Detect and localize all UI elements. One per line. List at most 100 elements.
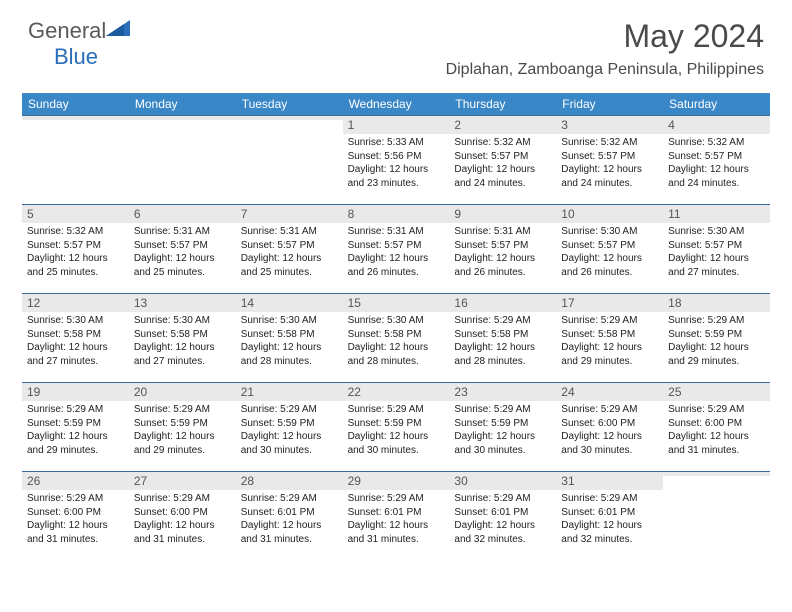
- day-cell: 9Sunrise: 5:31 AMSunset: 5:57 PMDaylight…: [449, 205, 556, 293]
- sunrise-text: Sunrise: 5:31 AM: [348, 225, 445, 239]
- daylight-text: Daylight: 12 hours and 29 minutes.: [27, 430, 124, 457]
- daylight-text: Daylight: 12 hours and 28 minutes.: [241, 341, 338, 368]
- day-cell: 8Sunrise: 5:31 AMSunset: 5:57 PMDaylight…: [343, 205, 450, 293]
- sunrise-text: Sunrise: 5:29 AM: [454, 492, 551, 506]
- sunrise-text: Sunrise: 5:32 AM: [668, 136, 765, 150]
- sunset-text: Sunset: 5:58 PM: [27, 328, 124, 342]
- daylight-text: Daylight: 12 hours and 31 minutes.: [27, 519, 124, 546]
- sunrise-text: Sunrise: 5:29 AM: [134, 492, 231, 506]
- day-number: 14: [236, 294, 343, 312]
- day-details: Sunrise: 5:29 AMSunset: 5:58 PMDaylight:…: [449, 312, 556, 372]
- sunset-text: Sunset: 5:59 PM: [348, 417, 445, 431]
- day-details: Sunrise: 5:31 AMSunset: 5:57 PMDaylight:…: [449, 223, 556, 283]
- sunset-text: Sunset: 6:00 PM: [27, 506, 124, 520]
- day-number: 7: [236, 205, 343, 223]
- dayname-sunday: Sunday: [22, 93, 129, 115]
- sunrise-text: Sunrise: 5:29 AM: [27, 492, 124, 506]
- day-cell: [663, 472, 770, 560]
- day-cell: 15Sunrise: 5:30 AMSunset: 5:58 PMDayligh…: [343, 294, 450, 382]
- sunrise-text: Sunrise: 5:32 AM: [561, 136, 658, 150]
- sunrise-text: Sunrise: 5:31 AM: [454, 225, 551, 239]
- day-cell: 7Sunrise: 5:31 AMSunset: 5:57 PMDaylight…: [236, 205, 343, 293]
- day-number: 8: [343, 205, 450, 223]
- day-details: Sunrise: 5:30 AMSunset: 5:58 PMDaylight:…: [236, 312, 343, 372]
- day-cell: 3Sunrise: 5:32 AMSunset: 5:57 PMDaylight…: [556, 116, 663, 204]
- sunset-text: Sunset: 5:59 PM: [134, 417, 231, 431]
- day-number: [663, 472, 770, 476]
- sunset-text: Sunset: 5:57 PM: [348, 239, 445, 253]
- week-row: 1Sunrise: 5:33 AMSunset: 5:56 PMDaylight…: [22, 115, 770, 204]
- daylight-text: Daylight: 12 hours and 29 minutes.: [134, 430, 231, 457]
- day-details: Sunrise: 5:32 AMSunset: 5:57 PMDaylight:…: [556, 134, 663, 194]
- sunset-text: Sunset: 6:01 PM: [348, 506, 445, 520]
- day-cell: 28Sunrise: 5:29 AMSunset: 6:01 PMDayligh…: [236, 472, 343, 560]
- sunrise-text: Sunrise: 5:29 AM: [668, 403, 765, 417]
- day-cell: 18Sunrise: 5:29 AMSunset: 5:59 PMDayligh…: [663, 294, 770, 382]
- day-details: Sunrise: 5:31 AMSunset: 5:57 PMDaylight:…: [129, 223, 236, 283]
- day-number: 3: [556, 116, 663, 134]
- day-cell: 6Sunrise: 5:31 AMSunset: 5:57 PMDaylight…: [129, 205, 236, 293]
- dayname-row: SundayMondayTuesdayWednesdayThursdayFrid…: [22, 93, 770, 115]
- sunset-text: Sunset: 5:56 PM: [348, 150, 445, 164]
- day-number: 30: [449, 472, 556, 490]
- day-number: 19: [22, 383, 129, 401]
- sunset-text: Sunset: 6:01 PM: [561, 506, 658, 520]
- day-number: 16: [449, 294, 556, 312]
- day-details: Sunrise: 5:29 AMSunset: 6:01 PMDaylight:…: [236, 490, 343, 550]
- day-number: [22, 116, 129, 120]
- daylight-text: Daylight: 12 hours and 30 minutes.: [348, 430, 445, 457]
- day-number: 27: [129, 472, 236, 490]
- sunrise-text: Sunrise: 5:29 AM: [348, 403, 445, 417]
- sunset-text: Sunset: 6:01 PM: [241, 506, 338, 520]
- daylight-text: Daylight: 12 hours and 30 minutes.: [561, 430, 658, 457]
- week-row: 5Sunrise: 5:32 AMSunset: 5:57 PMDaylight…: [22, 204, 770, 293]
- sunrise-text: Sunrise: 5:30 AM: [561, 225, 658, 239]
- day-details: Sunrise: 5:32 AMSunset: 5:57 PMDaylight:…: [22, 223, 129, 283]
- daylight-text: Daylight: 12 hours and 31 minutes.: [134, 519, 231, 546]
- daylight-text: Daylight: 12 hours and 25 minutes.: [134, 252, 231, 279]
- sunset-text: Sunset: 5:57 PM: [561, 150, 658, 164]
- logo-triangle-icon: [106, 20, 130, 36]
- logo-text-general: General: [28, 18, 106, 43]
- calendar: SundayMondayTuesdayWednesdayThursdayFrid…: [22, 93, 770, 560]
- day-cell: 19Sunrise: 5:29 AMSunset: 5:59 PMDayligh…: [22, 383, 129, 471]
- day-number: 11: [663, 205, 770, 223]
- day-number: 28: [236, 472, 343, 490]
- day-number: 25: [663, 383, 770, 401]
- week-row: 19Sunrise: 5:29 AMSunset: 5:59 PMDayligh…: [22, 382, 770, 471]
- day-number: 6: [129, 205, 236, 223]
- day-details: Sunrise: 5:30 AMSunset: 5:58 PMDaylight:…: [22, 312, 129, 372]
- sunset-text: Sunset: 5:57 PM: [241, 239, 338, 253]
- day-cell: 12Sunrise: 5:30 AMSunset: 5:58 PMDayligh…: [22, 294, 129, 382]
- week-row: 12Sunrise: 5:30 AMSunset: 5:58 PMDayligh…: [22, 293, 770, 382]
- sunrise-text: Sunrise: 5:30 AM: [27, 314, 124, 328]
- sunrise-text: Sunrise: 5:30 AM: [348, 314, 445, 328]
- daylight-text: Daylight: 12 hours and 23 minutes.: [348, 163, 445, 190]
- day-cell: 27Sunrise: 5:29 AMSunset: 6:00 PMDayligh…: [129, 472, 236, 560]
- day-number: 31: [556, 472, 663, 490]
- sunset-text: Sunset: 5:57 PM: [454, 239, 551, 253]
- sunrise-text: Sunrise: 5:29 AM: [241, 492, 338, 506]
- dayname-wednesday: Wednesday: [343, 93, 450, 115]
- day-number: 22: [343, 383, 450, 401]
- sunrise-text: Sunrise: 5:29 AM: [668, 314, 765, 328]
- daylight-text: Daylight: 12 hours and 32 minutes.: [454, 519, 551, 546]
- day-cell: 1Sunrise: 5:33 AMSunset: 5:56 PMDaylight…: [343, 116, 450, 204]
- day-number: 9: [449, 205, 556, 223]
- day-details: Sunrise: 5:30 AMSunset: 5:58 PMDaylight:…: [343, 312, 450, 372]
- sunset-text: Sunset: 5:59 PM: [27, 417, 124, 431]
- daylight-text: Daylight: 12 hours and 31 minutes.: [668, 430, 765, 457]
- day-number: 4: [663, 116, 770, 134]
- daylight-text: Daylight: 12 hours and 30 minutes.: [454, 430, 551, 457]
- sunset-text: Sunset: 6:00 PM: [561, 417, 658, 431]
- daylight-text: Daylight: 12 hours and 28 minutes.: [454, 341, 551, 368]
- day-details: Sunrise: 5:29 AMSunset: 6:00 PMDaylight:…: [663, 401, 770, 461]
- day-cell: 21Sunrise: 5:29 AMSunset: 5:59 PMDayligh…: [236, 383, 343, 471]
- daylight-text: Daylight: 12 hours and 31 minutes.: [348, 519, 445, 546]
- day-details: Sunrise: 5:29 AMSunset: 6:00 PMDaylight:…: [22, 490, 129, 550]
- daylight-text: Daylight: 12 hours and 24 minutes.: [561, 163, 658, 190]
- sunrise-text: Sunrise: 5:29 AM: [561, 314, 658, 328]
- day-number: 29: [343, 472, 450, 490]
- day-cell: 16Sunrise: 5:29 AMSunset: 5:58 PMDayligh…: [449, 294, 556, 382]
- day-cell: 2Sunrise: 5:32 AMSunset: 5:57 PMDaylight…: [449, 116, 556, 204]
